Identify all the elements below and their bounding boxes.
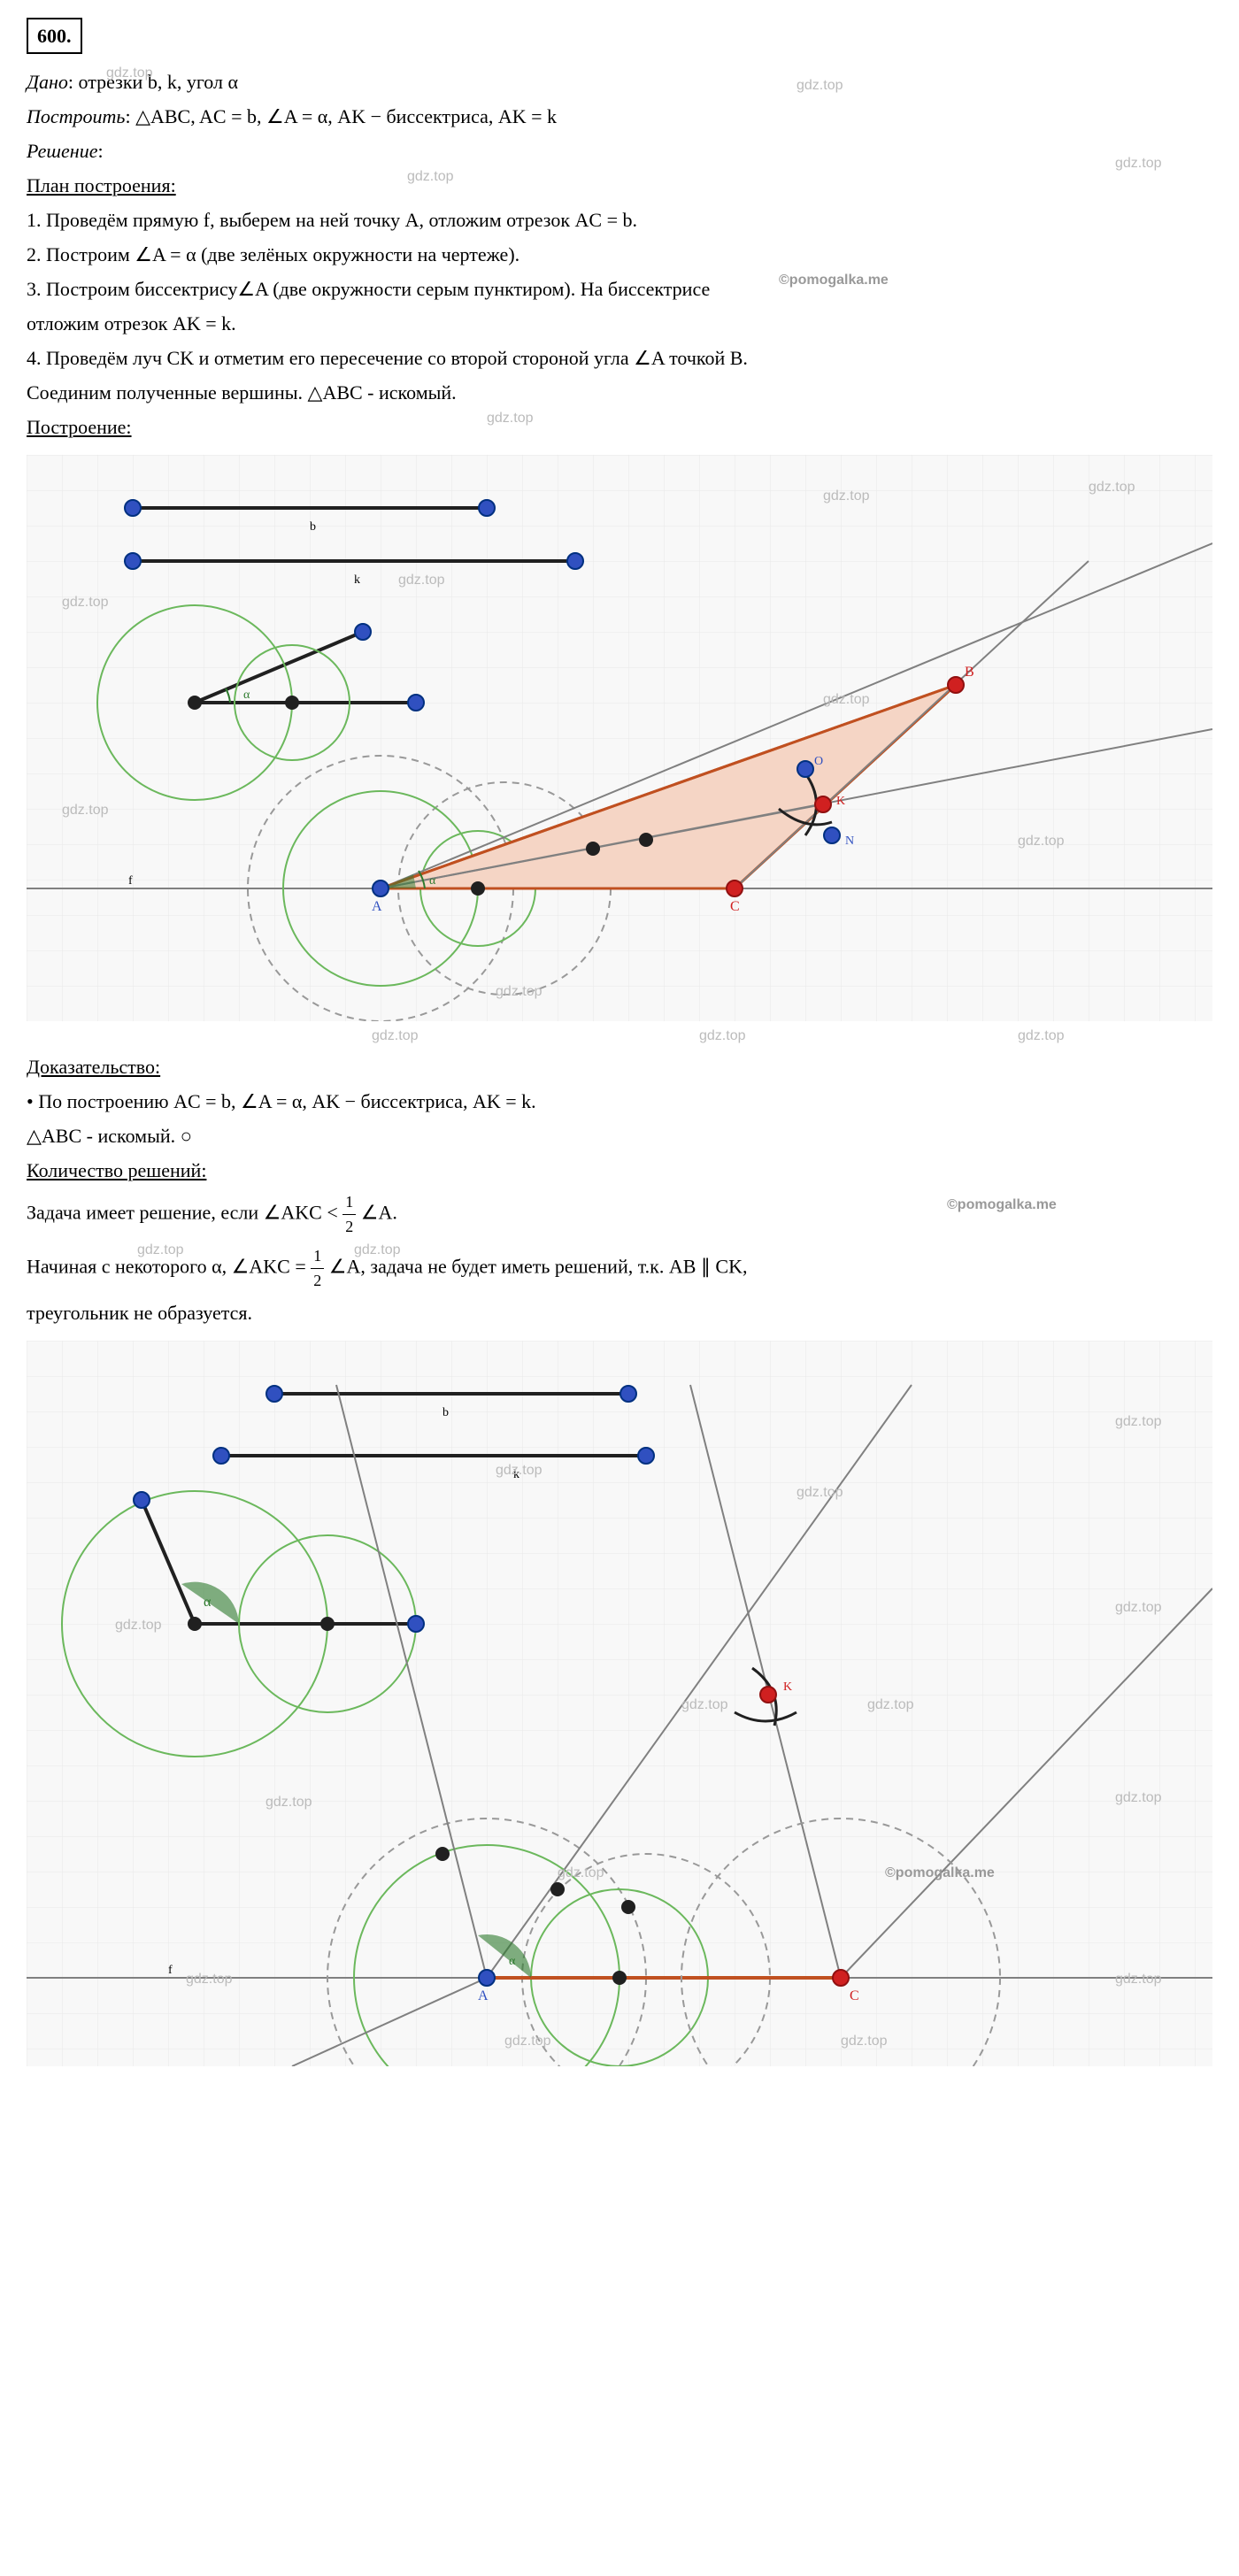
svg-text:α: α <box>243 688 250 702</box>
svg-text:b: b <box>442 1406 449 1419</box>
watermark-gdz: gdz.top <box>699 1026 745 1047</box>
svg-text:k: k <box>354 573 360 587</box>
watermark-gdz: gdz.top <box>1018 1026 1064 1047</box>
fraction: 12 <box>342 1190 356 1239</box>
solution-line: Решение: <box>27 136 1212 165</box>
problem-number: 600. <box>27 18 82 54</box>
construct-text: : △ABC, AC = b, ∠A = α, AK − биссектриса… <box>125 105 557 127</box>
svg-text:N: N <box>845 834 854 848</box>
svg-text:C: C <box>730 899 740 914</box>
svg-text:α: α <box>204 1595 212 1610</box>
construction-label: Построение: <box>27 412 1212 442</box>
svg-text:A: A <box>372 899 382 914</box>
svg-text:b: b <box>310 520 316 534</box>
svg-text:α: α <box>509 1955 516 1968</box>
construction-diagram-2: f b k α α A C K <box>27 1341 1212 2066</box>
solutions-text-3: треугольник не образуется. <box>27 1298 1212 1327</box>
step-3b: отложим отрезок AK = k. <box>27 309 1212 338</box>
plan-label: План построения: <box>27 171 1212 200</box>
solution-label: Решение <box>27 140 97 162</box>
svg-text:f: f <box>128 874 133 888</box>
svg-text:K: K <box>783 1680 792 1694</box>
svg-text:K: K <box>836 795 845 808</box>
step-4b: Соединим полученные вершины. △ABC - иско… <box>27 378 1212 407</box>
construction-diagram-1: b k α α A C B K N O f <box>27 455 1212 1021</box>
step-1: 1. Проведём прямую f, выберем на ней точ… <box>27 205 1212 235</box>
svg-text:f: f <box>168 1964 173 1977</box>
diagram-2: f b k α α A C K gdz.top gdz.top gdz.top … <box>27 1341 1212 2066</box>
step-3a: 3. Построим биссектрису∠A (две окружност… <box>27 274 1212 304</box>
document-body: 600. gdz.top Дано: отрезки b, k, угол α … <box>27 18 1212 2066</box>
given-line: Дано: отрезки b, k, угол α <box>27 67 1212 96</box>
svg-text:B: B <box>965 665 974 680</box>
svg-text:O: O <box>814 755 823 768</box>
proof-label: Доказательство: <box>27 1052 1212 1081</box>
solutions-count-label: Количество решений: <box>27 1156 1212 1185</box>
svg-text:k: k <box>513 1468 519 1481</box>
svg-text:α: α <box>429 874 436 888</box>
watermark-gdz: gdz.top <box>372 1026 418 1047</box>
solutions-text-2: Начиная с некоторого α, ∠AKC = 12 ∠A, за… <box>27 1244 1212 1293</box>
given-text: : отрезки b, k, угол α <box>68 71 238 93</box>
given-label: Дано <box>27 71 68 93</box>
proof-conclusion: △ABC - искомый. ○ <box>27 1121 1212 1150</box>
svg-text:A: A <box>478 1988 489 2003</box>
step-2: 2. Построим ∠A = α (две зелёных окружнос… <box>27 240 1212 269</box>
proof-text: • По построению AC = b, ∠A = α, AK − бис… <box>27 1087 1212 1116</box>
diagram-1: b k α α A C B K N O f gdz.top gdz.top gd… <box>27 455 1212 1021</box>
construct-line: Построить: △ABC, AC = b, ∠A = α, AK − би… <box>27 102 1212 131</box>
solutions-text-1: Задача имеет решение, если ∠AKC < 12 ∠A. <box>27 1190 1212 1239</box>
construct-label: Построить <box>27 105 125 127</box>
svg-text:C: C <box>850 1988 859 2003</box>
fraction: 12 <box>311 1244 324 1293</box>
step-4a: 4. Проведём луч CK и отметим его пересеч… <box>27 343 1212 373</box>
